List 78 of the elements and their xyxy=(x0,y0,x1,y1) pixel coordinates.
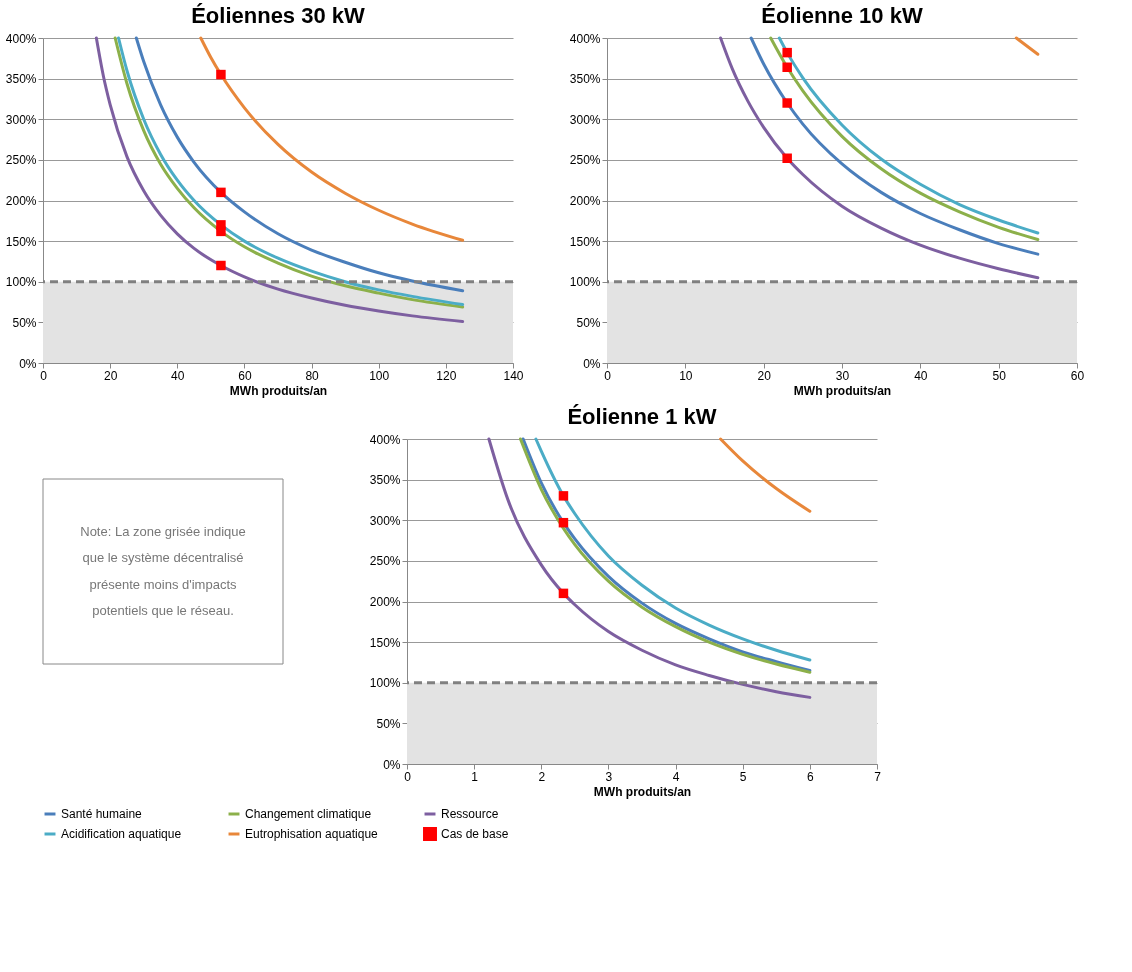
chart-title: Éolienne 1 kW xyxy=(567,404,717,429)
y-tick-label: 0% xyxy=(383,757,401,772)
line-series xyxy=(199,36,465,242)
y-tick-label: 200% xyxy=(5,194,37,208)
y-tick-label: 150% xyxy=(369,635,401,650)
y-tick-label: 100% xyxy=(369,676,401,691)
x-tick-label: 60 xyxy=(1070,368,1085,383)
x-tick-label: 1 xyxy=(471,769,479,784)
x-axis-title: MWh produits/an xyxy=(793,383,892,398)
chart-title: Éoliennes 30 kW xyxy=(191,3,366,28)
y-tick-label: 50% xyxy=(12,315,37,330)
x-tick-label: 120 xyxy=(436,368,457,383)
y-tick-label: 0% xyxy=(583,356,601,371)
y-tick-label: 400% xyxy=(569,31,601,46)
y-tick-label: 100% xyxy=(569,275,601,290)
point xyxy=(216,187,226,198)
x-tick-label: 50 xyxy=(992,368,1007,383)
x-tick-label: 2 xyxy=(538,769,546,784)
x-tick-label: 20 xyxy=(757,368,772,383)
point xyxy=(782,153,792,163)
x-tick-label: 40 xyxy=(914,368,928,383)
x-tick-label: 5 xyxy=(739,769,747,784)
y-tick-label: 400% xyxy=(5,31,37,46)
x-tick-label: 0 xyxy=(404,769,412,784)
y-tick-label: 300% xyxy=(5,112,37,127)
point xyxy=(782,47,792,58)
line-series xyxy=(487,437,812,699)
x-tick-label: 60 xyxy=(238,368,252,383)
legend-label: Changement climatique xyxy=(245,807,372,821)
chart-title: Éolienne 10 kW xyxy=(761,3,923,28)
point xyxy=(782,62,792,72)
line-series xyxy=(719,36,1040,280)
x-tick-label: 7 xyxy=(874,769,882,784)
x-tick-label: 10 xyxy=(679,368,693,383)
x-axis-title: MWh produits/an xyxy=(593,784,692,799)
y-tick-label: 200% xyxy=(569,194,601,208)
point xyxy=(216,226,226,237)
x-tick-label: 30 xyxy=(835,368,850,383)
y-tick-label: 150% xyxy=(569,234,601,249)
point xyxy=(782,98,792,108)
x-tick-label: 4 xyxy=(672,769,680,784)
x-tick-label: 20 xyxy=(103,368,118,383)
x-tick-label: 80 xyxy=(305,368,320,383)
y-tick-label: 350% xyxy=(569,72,601,87)
point xyxy=(558,491,569,501)
y-tick-label: 300% xyxy=(569,112,601,127)
x-axis-title: MWh produits/an xyxy=(229,383,328,398)
y-tick-label: 0% xyxy=(19,356,37,371)
point xyxy=(558,517,569,528)
x-tick-label: 100 xyxy=(369,368,390,383)
y-tick-label: 100% xyxy=(5,275,37,290)
legend-label: Acidification aquatique xyxy=(61,827,182,841)
y-tick-label: 350% xyxy=(5,72,37,87)
legend-label: Ressource xyxy=(441,807,499,821)
x-tick-label: 3 xyxy=(605,769,613,784)
y-tick-label: 50% xyxy=(576,315,601,330)
legend-label: Eutrophisation aquatique xyxy=(245,827,379,841)
x-tick-label: 40 xyxy=(171,368,185,383)
x-tick-label: 140 xyxy=(503,368,524,383)
point xyxy=(216,69,226,80)
y-tick-label: 300% xyxy=(369,513,401,528)
y-tick-label: 200% xyxy=(369,595,401,609)
point xyxy=(216,260,226,271)
y-tick-label: 50% xyxy=(376,716,401,731)
text: Note: La zone grisée indique que le système décentralisé présente moins d'impacts potentiels que le réseau. xyxy=(80,523,246,619)
y-tick-label: 400% xyxy=(369,432,401,447)
legend-label: Cas de base xyxy=(441,827,509,841)
x-tick-label: 0 xyxy=(604,368,612,383)
y-tick-label: 250% xyxy=(5,153,37,168)
line-series xyxy=(719,437,812,513)
y-tick-label: 150% xyxy=(5,234,37,249)
y-tick-label: 250% xyxy=(569,153,601,168)
y-tick-label: 250% xyxy=(369,554,401,569)
x-tick-label: 0 xyxy=(40,368,48,383)
y-tick-label: 350% xyxy=(369,473,401,488)
legend-label: Santé humaine xyxy=(61,807,143,821)
x-tick-label: 6 xyxy=(807,769,815,784)
point xyxy=(558,588,569,599)
